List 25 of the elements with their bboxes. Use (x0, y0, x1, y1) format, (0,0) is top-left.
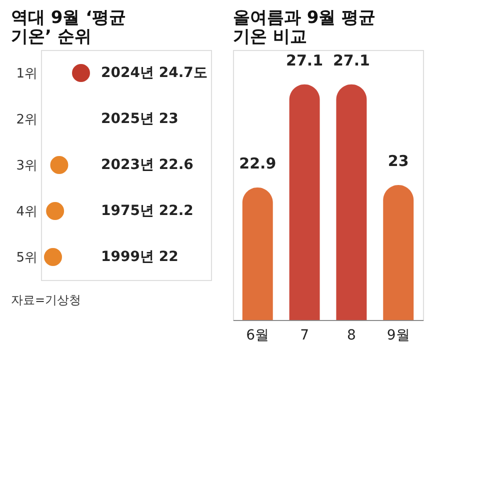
y-tick-label: 5위 (16, 250, 38, 266)
data-label: 2024년 24.7도 (101, 65, 208, 81)
x-tick-label: 8 (346, 328, 356, 344)
point (42, 246, 64, 268)
chart-title: 역대 9월 ‘평균 기온’ 순위 (11, 8, 126, 47)
chart-title: 올여름과 9월 평균 기온 비교 (233, 8, 376, 47)
point (44, 200, 66, 222)
data-label: 2023년 22.6 (101, 157, 194, 173)
data-label: 23 (388, 152, 409, 170)
x-tick-label: 9월 (386, 328, 410, 344)
text: 자료=기상청 (11, 293, 82, 307)
x-tick-label: 6월 (246, 328, 270, 344)
data-label: 27.1 (332, 51, 370, 70)
data-label: 1999년 22 (101, 249, 178, 265)
y-tick-label: 2위 (16, 112, 38, 128)
y-tick-label: 3위 (16, 158, 38, 174)
point (48, 154, 70, 176)
point (70, 62, 92, 84)
y-tick-label: 4위 (16, 204, 38, 220)
text: 2025년 23 (101, 111, 178, 127)
x-tick-label: 7 (300, 328, 310, 344)
data-label: 22.9 (239, 154, 276, 172)
y-tick-label: 1위 (16, 66, 38, 82)
data-label: 1975년 22.2 (101, 203, 194, 219)
data-label: 27.1 (286, 51, 324, 70)
